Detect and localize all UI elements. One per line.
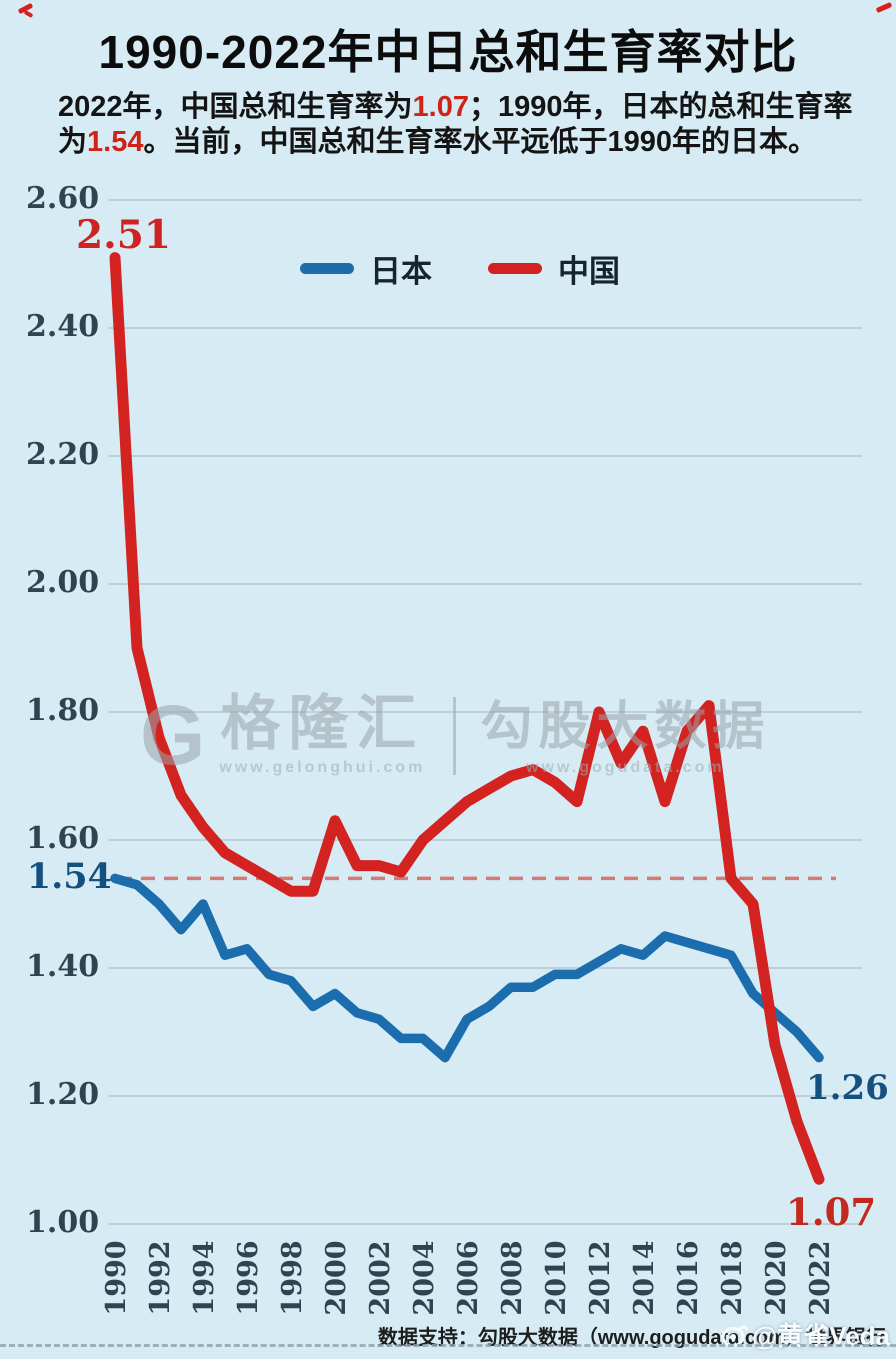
x-tick-label-1996: 1996 <box>233 1240 264 1316</box>
bottom-dashed-divider <box>0 1344 896 1347</box>
weibo-watermark: @黄雀Veda <box>721 1316 890 1353</box>
subtitle-highlight-1.54: 1.54 <box>87 126 144 158</box>
annotation-china-end-1.07: 1.07 <box>786 1190 877 1234</box>
x-tick-label-2018: 2018 <box>717 1240 748 1316</box>
series-line-japan <box>110 873 824 1063</box>
series-line-china <box>109 252 825 1185</box>
subtitle-text-3: 为 <box>58 126 88 158</box>
legend-label-china: 中国 <box>558 254 620 289</box>
page-title: 1990-2022年中日总和生育率对比 <box>98 26 798 78</box>
x-tick-label-1992: 1992 <box>145 1240 176 1316</box>
x-tick-label-2014: 2014 <box>629 1240 660 1316</box>
annotation-japan-start-1.54: 1.54 <box>26 856 112 897</box>
subtitle: 2022年，中国总和生育率为1.07；1990年，日本的总和生育率 为1.54。… <box>58 90 863 160</box>
y-tick-label-1.20: 1.20 <box>26 1077 100 1112</box>
data-source-credit: 数据支持：勾股大数据（www.gogudata.com）世界银行 <box>377 1327 886 1349</box>
x-tick-label-2002: 2002 <box>365 1240 396 1316</box>
x-tick-label-1994: 1994 <box>189 1240 220 1316</box>
subtitle-text-2: ；1990年，日本的总和生育率 <box>468 91 853 123</box>
x-tick-label-2012: 2012 <box>585 1240 616 1316</box>
x-tick-label-1998: 1998 <box>277 1240 308 1316</box>
x-tick-label-2008: 2008 <box>497 1240 528 1316</box>
subtitle-text-4: 。当前，中国总和生育率水平远低于1990年的日本。 <box>143 126 817 158</box>
x-tick-label-2006: 2006 <box>453 1240 484 1316</box>
x-tick-label-2022: 2022 <box>805 1240 836 1316</box>
x-tick-label-2004: 2004 <box>409 1240 440 1316</box>
x-tick-label-2010: 2010 <box>541 1240 572 1316</box>
annotation-japan-end-1.26: 1.26 <box>806 1068 889 1108</box>
weibo-watermark-text: @黄雀Veda <box>751 1321 890 1351</box>
legend-swatch-japan <box>300 263 354 274</box>
weibo-eye-icon <box>721 1325 748 1347</box>
legend-swatch-china <box>488 263 542 274</box>
y-tick-label-1.00: 1.00 <box>26 1205 100 1240</box>
y-tick-label-2.20: 2.20 <box>26 437 100 472</box>
chart-legend: 日本 中国 <box>300 246 660 291</box>
y-tick-label-2.00: 2.00 <box>26 565 100 600</box>
x-tick-label-1990: 1990 <box>101 1240 132 1316</box>
y-tick-label-1.60: 1.60 <box>26 821 100 856</box>
subtitle-text-1: 2022年，中国总和生育率为 <box>58 91 413 123</box>
x-tick-label-2016: 2016 <box>673 1240 704 1316</box>
y-tick-label-1.80: 1.80 <box>26 693 100 728</box>
annotation-china-start-2.51: 2.51 <box>76 212 171 258</box>
y-tick-label-2.60: 2.60 <box>26 181 100 216</box>
legend-label-japan: 日本 <box>370 254 432 289</box>
subtitle-highlight-1.07: 1.07 <box>412 91 469 123</box>
x-tick-label-2000: 2000 <box>321 1240 352 1316</box>
y-tick-label-2.40: 2.40 <box>26 309 100 344</box>
x-tick-label-2020: 2020 <box>761 1240 792 1316</box>
y-tick-label-1.40: 1.40 <box>26 949 100 984</box>
